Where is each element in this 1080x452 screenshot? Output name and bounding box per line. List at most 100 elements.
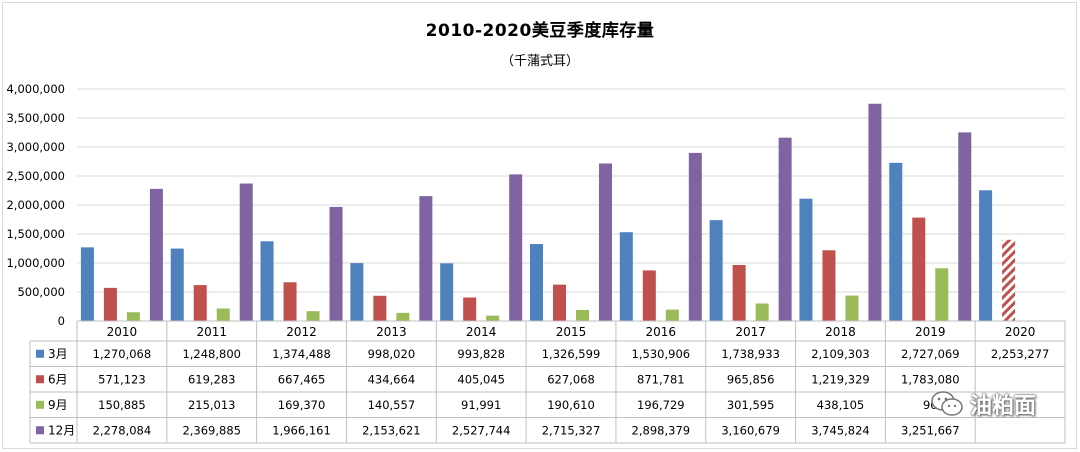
data-label: 140,557 [368,398,416,412]
bar-2-2012 [283,282,297,321]
bar-1-2020 [979,190,993,321]
data-label: 1,270,068 [93,347,152,361]
data-label: 190,610 [547,398,595,412]
data-label: 405,045 [457,372,505,386]
data-label: 2,153,621 [362,423,421,437]
chart-title: 2010-2020美豆季度库存量 [425,21,655,41]
data-label: 2,898,379 [632,423,691,437]
bar-2-2016 [642,270,656,321]
legend-swatch-1 [36,349,44,358]
y-tick-label: 0 [58,314,65,328]
bar-4-2010 [149,188,163,321]
x-tick-label: 2014 [466,325,497,339]
data-label: 571,123 [98,372,146,386]
bar-3-2010 [126,312,140,321]
data-label: 3,251,667 [901,423,960,437]
bar-3-2015 [576,309,589,321]
y-tick-label: 500,000 [17,285,65,299]
x-tick-label: 2017 [735,325,766,339]
data-label: 91,991 [461,398,501,412]
data-label: 1,374,488 [272,347,331,361]
x-tick-label: 2013 [376,325,407,339]
data-label: 1,248,800 [182,347,241,361]
bar-4-2013 [419,196,433,321]
y-tick-label: 1,500,000 [6,227,65,241]
data-label: 2,527,744 [452,423,511,437]
bar-3-2019 [935,268,949,321]
bar-4-2012 [329,206,343,321]
data-label: 2,727,069 [901,347,960,361]
y-tick-label: 2,500,000 [6,169,65,183]
data-label: 301,595 [727,398,775,412]
data-label: 627,068 [547,372,595,386]
legend-label-1: 3月 [48,347,68,361]
bar-1-2018 [799,198,813,321]
y-tick-label: 3,500,000 [6,111,65,125]
x-tick-label: 2012 [286,325,317,339]
bar-2-2019 [912,217,926,321]
bar-4-2014 [509,174,523,321]
x-tick-label: 2015 [556,325,587,339]
bar-2-2011 [193,285,207,321]
watermark: 油粕面 [930,387,1036,421]
legend-label-4: 12月 [48,423,75,437]
data-label: 2,278,084 [93,423,152,437]
bar-2-2015 [553,284,566,321]
bar-2-2014 [463,297,477,321]
x-tick-label: 2020 [1005,325,1036,339]
data-label: 2,253,277 [991,347,1050,361]
legend-swatch-4 [36,426,44,435]
bar-3-2014 [486,315,500,321]
data-label: 2,109,303 [811,347,870,361]
bar-4-2018 [868,103,882,321]
bar-1-2011 [170,248,184,321]
data-label: 998,020 [368,347,416,361]
bar-1-2017 [709,220,723,321]
wechat-icon [931,391,963,416]
data-label: 196,729 [637,398,685,412]
x-tick-label: 2019 [915,325,946,339]
bar-3-2016 [665,309,679,321]
bar-4-2017 [778,137,792,321]
x-tick-label: 2010 [107,325,138,339]
bar-1-2015 [530,244,543,321]
data-label: 993,828 [457,347,505,361]
data-label: 1,966,161 [272,423,331,437]
data-label: 150,885 [98,398,146,412]
bar-3-2018 [845,295,859,321]
data-label: 169,370 [278,398,326,412]
bar-3-2013 [396,312,410,321]
data-label: 438,105 [817,398,865,412]
x-tick-label: 2018 [825,325,856,339]
bar-1-2013 [350,263,364,321]
data-label: 1,530,906 [632,347,691,361]
data-label: 434,664 [368,372,416,386]
chart-subtitle: （千蒲式耳） [500,54,579,69]
data-label: 3,745,824 [811,423,870,437]
x-tick-label: 2016 [646,325,677,339]
bar-1-2012 [260,241,274,321]
data-label: 1,326,599 [542,347,601,361]
y-tick-label: 1,000,000 [6,256,65,270]
data-label: 3,160,679 [721,423,780,437]
bar-2-2018 [822,250,836,321]
y-tick-label: 3,000,000 [6,140,65,154]
bar-2-2020 [1002,239,1016,321]
bar-3-2011 [216,308,230,321]
data-label: 619,283 [188,372,236,386]
bar-4-2016 [688,152,702,321]
legend-label-2: 6月 [48,372,68,386]
bar-4-2019 [958,132,972,321]
data-label: 1,738,933 [721,347,780,361]
data-label: 2,715,327 [542,423,601,437]
data-label: 965,856 [727,372,775,386]
bar-2-2013 [373,295,387,321]
bar-1-2016 [619,232,633,321]
bar-3-2017 [755,303,769,321]
bar-2-2017 [732,264,746,321]
y-tick-label: 4,000,000 [6,82,65,96]
legend-label-3: 9月 [48,398,68,412]
x-tick-label: 2011 [196,325,227,339]
